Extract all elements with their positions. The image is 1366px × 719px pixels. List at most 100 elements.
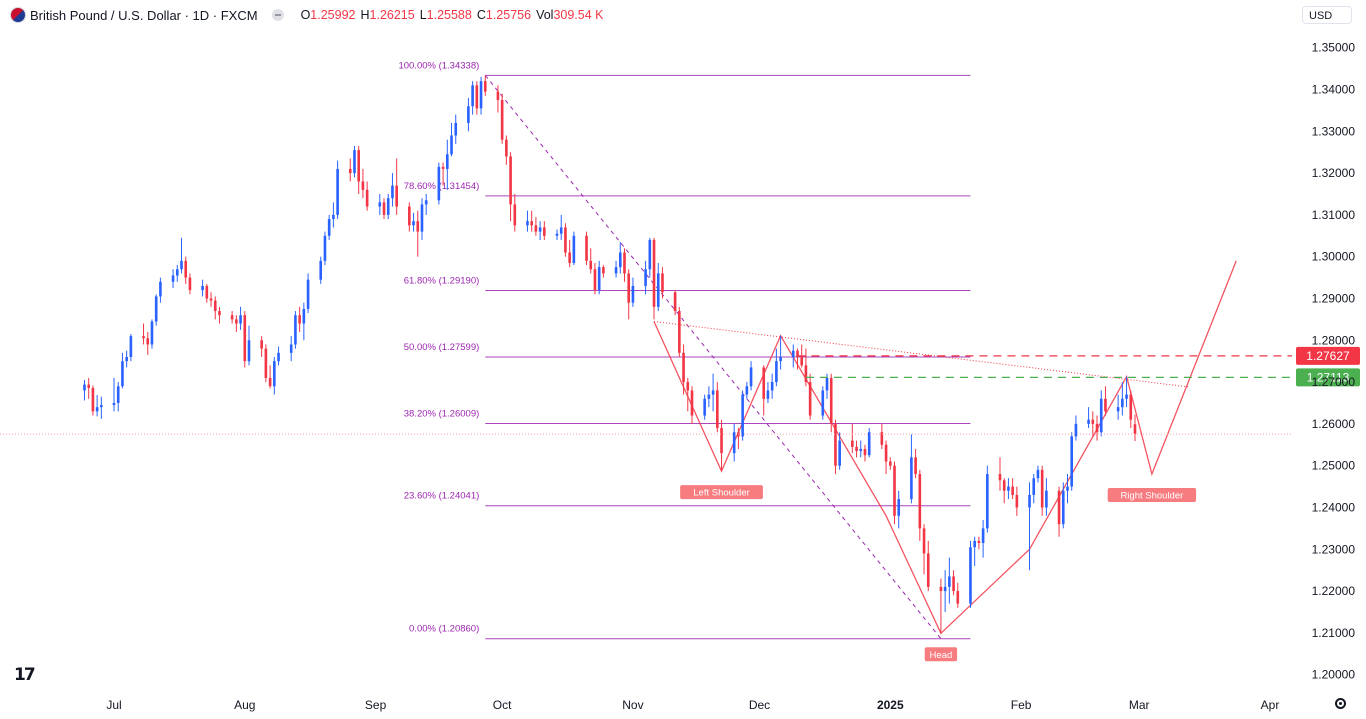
tradingview-logo[interactable]: 17 [14, 665, 36, 685]
pattern-label-box[interactable] [680, 485, 763, 500]
candle-body [454, 122, 458, 136]
time-tick-label: Nov [622, 698, 643, 712]
candle-body [981, 528, 985, 543]
candle-body [618, 252, 622, 268]
candle-body [543, 227, 546, 236]
settings-gear-icon[interactable] [1335, 698, 1346, 709]
candle-body [652, 239, 656, 307]
candle-body [745, 386, 749, 395]
candle-body [1057, 490, 1061, 525]
price-tick-label: 1.20000 [1312, 668, 1356, 682]
candle-body [121, 361, 124, 387]
candle-body [1074, 423, 1078, 437]
candle-body [1091, 419, 1095, 424]
candle-body [804, 365, 808, 383]
price-tick-label: 1.22000 [1312, 584, 1356, 598]
candle-body [555, 233, 559, 236]
candle-body [779, 357, 782, 362]
price-levels[interactable]: 1.27627 1.27113 [0, 346, 1360, 435]
fib-level-label: 38.20% (1.26009) [404, 408, 480, 419]
candle-body [1032, 478, 1036, 495]
price-tick-label: 1.21000 [1312, 626, 1356, 640]
pattern-annotations[interactable]: Left Shoulder Head Right Shoulder [680, 485, 1197, 662]
fib-level-label: 23.60% (1.24041) [404, 491, 480, 502]
time-axis[interactable]: Jul Aug Sep Oct Nov Dec 2025 Feb Mar Apr [106, 698, 1279, 712]
fibonacci-retracement[interactable]: 100.00% (1.34338) 78.60% (1.31454) 61.80% … [398, 60, 971, 640]
head-and-shoulders-path[interactable] [653, 260, 1237, 635]
candle-body [766, 390, 770, 399]
candle-body [1015, 494, 1019, 508]
candle-body [302, 308, 306, 324]
price-tick-label: 1.34000 [1312, 83, 1356, 97]
candle-body [682, 352, 685, 383]
ohlc-low: L1.25588 [419, 8, 472, 22]
candle-body [159, 281, 162, 297]
candle-body [332, 214, 335, 220]
candle-body [243, 315, 247, 362]
candle-body [116, 386, 120, 403]
pattern-label: Head [930, 650, 953, 661]
fib-level-label: 100.00% (1.34338) [398, 60, 479, 71]
candle-body [855, 446, 858, 452]
candle-body [568, 252, 571, 263]
market-status-icon[interactable] [271, 9, 284, 21]
candle-body [986, 474, 989, 529]
candles [83, 75, 1137, 634]
candle-body [129, 336, 133, 357]
candle-body [509, 156, 512, 205]
candle-body [943, 586, 947, 592]
candle-body [884, 444, 888, 462]
candle-body [720, 428, 723, 454]
candle-body [1070, 436, 1074, 487]
gbp-usd-flag-icon [10, 7, 26, 23]
time-tick-label: Feb [1011, 698, 1032, 712]
price-level-tag[interactable] [1296, 346, 1360, 365]
candle-body [673, 292, 677, 312]
candle-body [648, 239, 652, 270]
candle-body [589, 260, 593, 270]
fib-trend-line[interactable] [484, 75, 942, 640]
candle-body [298, 315, 301, 324]
candle-body [273, 361, 276, 387]
currency-selector[interactable]: USD [1302, 6, 1352, 24]
candle-body [327, 219, 331, 236]
candle-body [441, 166, 445, 169]
candle-body [420, 204, 424, 232]
candle-body [306, 279, 310, 309]
fib-level-label: 50.00% (1.27599) [404, 342, 480, 353]
price-tick-label: 1.30000 [1312, 250, 1356, 264]
candle-body [538, 227, 542, 232]
candle-body [500, 99, 504, 140]
candle-body [386, 198, 390, 215]
candle-body [526, 221, 529, 226]
price-axis[interactable]: 1.35000 1.34000 1.33000 1.32000 1.31000 1.300… [1312, 41, 1356, 682]
pattern-label-box[interactable] [1107, 488, 1197, 503]
candle-body [175, 269, 179, 276]
price-level-tag[interactable] [1296, 368, 1360, 387]
time-tick-label: Sep [365, 698, 387, 712]
candle-body [678, 311, 681, 353]
candle-body [749, 367, 753, 387]
candle-body [614, 267, 618, 274]
candle-body [416, 221, 420, 232]
fib-level-label: 78.60% (1.31454) [404, 181, 480, 192]
pattern-label-box[interactable] [924, 647, 958, 662]
candle-body [656, 273, 660, 307]
time-tick-label: 2025 [877, 698, 904, 712]
candle-body [597, 267, 601, 291]
price-tick-label: 1.28000 [1312, 333, 1356, 347]
price-tick-label: 1.31000 [1312, 208, 1356, 222]
symbol-title[interactable]: British Pound / U.S. Dollar · 1D · FXCM [30, 7, 258, 23]
candle-body [1121, 398, 1124, 408]
candle-body [863, 448, 867, 456]
candle-body [572, 235, 576, 263]
candle-body [627, 273, 631, 303]
candle-body [969, 547, 972, 604]
candle-body [918, 474, 922, 529]
trend-lines[interactable] [653, 260, 1237, 635]
candle-body [821, 390, 825, 416]
candle-body [851, 440, 854, 447]
candle-body [893, 465, 896, 516]
candle-body [171, 275, 175, 282]
